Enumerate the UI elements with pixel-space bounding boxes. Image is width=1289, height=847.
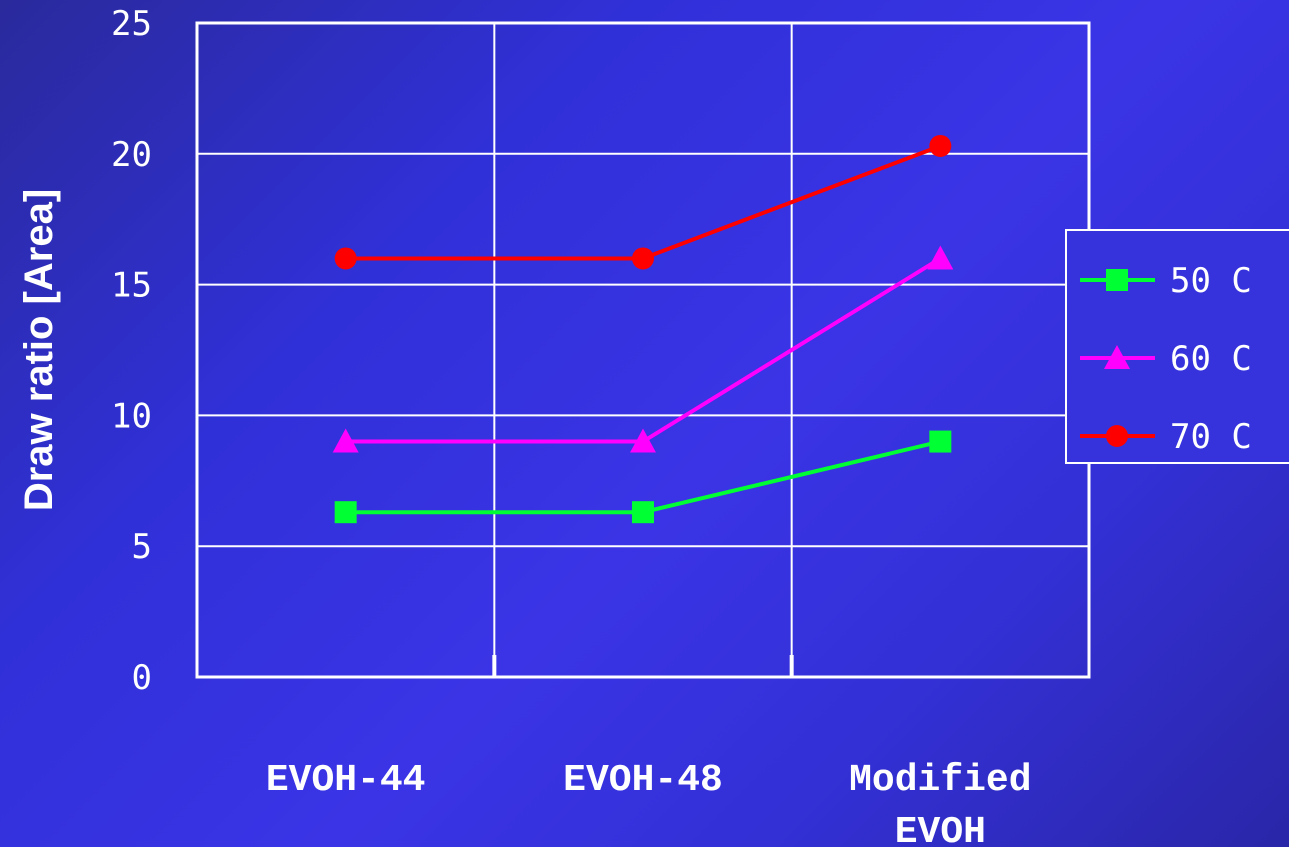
x-category-line: EVOH [895,811,986,847]
x-category-line: Modified [849,759,1031,802]
x-category-label: EVOH-44 [266,759,426,802]
data-point-triangle [927,245,954,270]
series-line [345,256,942,444]
series-60-c [332,245,954,453]
y-tick-label: 10 [111,396,152,436]
legend-label: 60 C [1170,339,1252,379]
data-point-triangle [1104,345,1130,369]
series-group [332,134,954,524]
x-category-label: Modified EVOH [849,759,1031,847]
data-point-triangle [630,428,656,453]
x-category-line: EVOH-44 [266,759,426,802]
legend: 50 C 60 C 70 C [1065,229,1289,464]
legend-label: 70 C [1170,417,1252,457]
data-point-circle [632,247,654,270]
data-point-triangle [332,428,359,453]
legend-item: 50 C [1080,261,1252,301]
y-tick-label: 25 [111,4,152,44]
series-70-c [334,134,952,270]
y-tick-label: 0 [132,658,152,698]
y-tick-label: 5 [132,527,152,567]
gridlines [197,23,1089,677]
data-point-circle [929,134,952,157]
data-point-square [929,430,952,453]
data-point-square [334,501,357,524]
data-point-square [1106,269,1128,291]
plot-frame [195,21,1091,679]
x-category-label: EVOH-48 [563,759,723,802]
data-point-square [632,501,654,524]
legend-item: 70 C [1080,417,1252,457]
y-tick-label: 20 [111,135,152,175]
series-line [345,144,942,261]
y-axis-label: Draw ratio [Area] [17,189,61,511]
legend-box [1065,229,1289,464]
legend-item: 60 C [1080,339,1252,379]
x-axis-categories: EVOH-44 EVOH-48 Modified EVOH [266,759,1032,847]
y-tick-label: 15 [111,266,152,306]
series-50-c [334,430,952,524]
x-category-line: EVOH-48 [563,759,723,802]
y-axis-ticks: 0 5 10 15 20 25 [111,4,152,698]
data-point-circle [334,247,357,270]
legend-label: 50 C [1170,261,1252,301]
data-point-circle [1106,425,1128,447]
